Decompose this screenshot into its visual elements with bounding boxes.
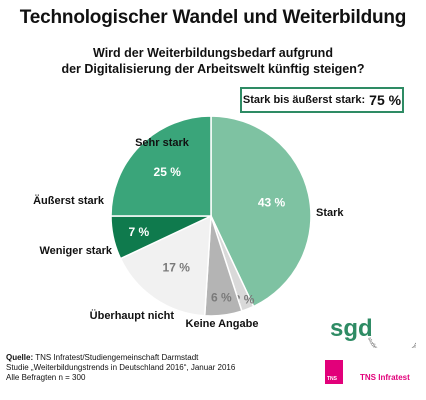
- respondents-text: Alle Befragten n = 300: [6, 373, 86, 382]
- pie-value-label-sehr-stark: 25 %: [154, 165, 182, 179]
- pie-category-label-weniger-stark: Weniger stark: [39, 245, 112, 257]
- pie-value-label-stark: 43 %: [258, 196, 286, 210]
- pie-value-label-weniger-stark: 17 %: [163, 260, 191, 274]
- tns-logo-block: TNS: [325, 360, 343, 384]
- source-label: Quelle:: [6, 353, 34, 362]
- chart-subtitle-line-1: Wird der Weiterbildungsbedarf aufgrund: [93, 46, 333, 60]
- tns-logo-text: TNS Infratest: [360, 373, 410, 382]
- chart-subtitle-line-2: der Digitalisierung der Arbeitswelt künf…: [61, 62, 365, 76]
- pie-slice-sehr-stark: [110, 115, 212, 217]
- pie-slice-weniger-stark: [119, 214, 212, 317]
- sgd-logo-text: sgd: [330, 315, 373, 342]
- footer: Quelle: TNS Infratest/Studiengemeinschaf…: [6, 353, 235, 383]
- pie-value-label-u-erst-stark: 7 %: [128, 225, 149, 239]
- summary-label: Stark bis äußerst stark:: [242, 94, 366, 106]
- pie-category-label-stark: Stark: [316, 207, 344, 219]
- pie-category-label-u-erst-stark: Äußerst stark: [33, 194, 105, 207]
- pie-slice-stark: [210, 115, 312, 308]
- summary-value: 75 %: [369, 92, 402, 108]
- sgd-ring-text: studiengemeinschaft darmstadt: [366, 336, 416, 348]
- pie-value-label-berhaupt-nicht: 6 %: [211, 290, 232, 304]
- summary-box: Stark bis äußerst stark: 75 %: [240, 87, 404, 113]
- pie-category-label-sehr-stark: Sehr stark: [135, 137, 190, 149]
- pie-category-label-berhaupt-nicht: Überhaupt nicht: [90, 309, 175, 322]
- source-text: TNS Infratest/Studiengemeinschaft Darmst…: [35, 353, 199, 362]
- chart-title: Technologischer Wandel und Weiterbildung: [19, 7, 407, 28]
- tns-block-text: TNS: [327, 376, 337, 382]
- sgd-logo: sgd studiengemeinschaft darmstadt: [330, 315, 416, 348]
- study-text: Studie „Weiterbildungstrends in Deutschl…: [6, 363, 236, 372]
- sgd-ring-path-text: studiengemeinschaft darmstadt: [366, 336, 416, 348]
- pie-category-label-keine-angabe: Keine Angabe: [186, 318, 259, 330]
